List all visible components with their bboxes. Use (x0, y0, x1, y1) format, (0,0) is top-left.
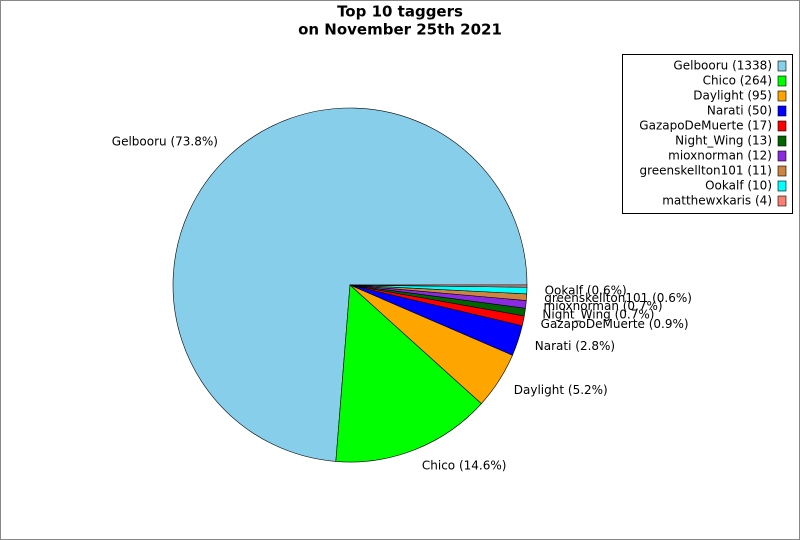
legend-swatch (777, 75, 787, 87)
slice-label: Daylight (5.2%) (514, 383, 608, 397)
pie-slice (349, 284, 528, 288)
slice-label: Chico (14.6%) (422, 458, 507, 472)
slice-label: Narati (2.8%) (535, 339, 615, 353)
slice-label: Gelbooru (73.8%) (112, 134, 218, 148)
slice-label: Ookalf (0.6%) (545, 284, 627, 298)
legend-swatch (777, 135, 787, 147)
slice-label: GazapoDeMuerte (0.9%) (541, 317, 689, 331)
legend-label: Gelbooru (1338) (673, 59, 772, 73)
legend-swatch (777, 150, 787, 162)
legend-label: greenskellton101 (11) (640, 164, 773, 178)
legend-swatch (777, 90, 787, 102)
legend-swatch (777, 180, 787, 192)
legend-swatch (777, 195, 787, 207)
legend-label: Night_Wing (13) (675, 134, 772, 148)
chart-subtitle: on November 25th 2021 (298, 21, 502, 39)
legend-swatch (777, 165, 787, 177)
legend-swatch (777, 105, 787, 117)
slice-label: mioxnorman (0.7%) (544, 299, 663, 313)
legend-box (622, 54, 793, 214)
legend-label: Daylight (95) (693, 89, 772, 103)
pie-slice (335, 284, 482, 463)
legend-label: mioxnorman (12) (668, 149, 772, 163)
legend-swatch (777, 60, 787, 72)
legend-swatch (777, 120, 787, 132)
legend-label: Ookalf (10) (705, 179, 772, 193)
slice-label: Night_Wing (0.7%) (542, 307, 654, 321)
legend-label: matthewxkaris (4) (662, 194, 772, 208)
legend-label: Narati (50) (707, 104, 772, 118)
legend-label: GazapoDeMuerte (17) (639, 119, 772, 133)
chart-title: Top 10 taggers (337, 3, 463, 21)
legend-label: Chico (264) (703, 74, 772, 88)
slice-label: greenskellton101 (0.6%) (544, 291, 692, 305)
